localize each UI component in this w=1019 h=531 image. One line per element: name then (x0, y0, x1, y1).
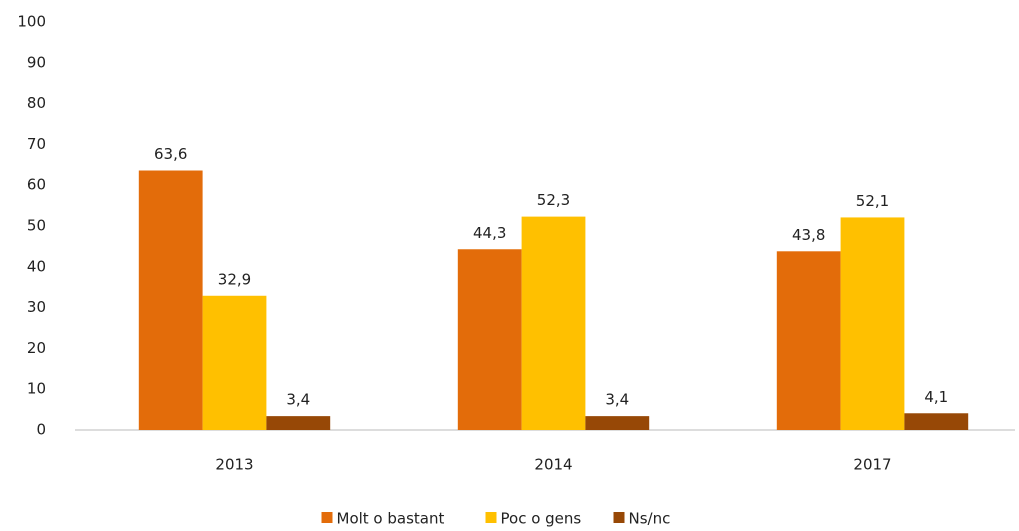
data-label: 52,3 (537, 191, 570, 209)
y-tick-label: 100 (17, 13, 46, 31)
legend-label: Ns/nc (629, 510, 671, 528)
y-tick-label: 60 (27, 176, 46, 194)
data-label: 52,1 (856, 192, 889, 210)
bar (904, 413, 969, 430)
x-tick-label: 2013 (215, 456, 253, 474)
y-tick-label: 90 (27, 53, 46, 71)
data-label: 44,3 (473, 224, 506, 242)
bar (585, 416, 650, 430)
x-tick-label: 2014 (534, 456, 572, 474)
y-tick-label: 50 (27, 217, 46, 235)
data-label: 63,6 (154, 145, 187, 163)
data-label: 43,8 (792, 226, 825, 244)
legend-swatch (485, 512, 497, 523)
bar (776, 251, 841, 430)
bar (457, 249, 522, 430)
y-tick-label: 20 (27, 339, 46, 357)
data-label: 4,1 (924, 388, 948, 406)
legend-label: Molt o bastant (337, 510, 445, 528)
legend-swatch (613, 512, 625, 523)
bar (202, 295, 267, 430)
x-tick-label: 2017 (853, 456, 891, 474)
legend-label: Poc o gens (501, 510, 582, 528)
bar (521, 216, 586, 430)
data-label: 3,4 (286, 391, 310, 409)
y-tick-label: 80 (27, 94, 46, 112)
y-tick-label: 70 (27, 135, 46, 153)
y-tick-label: 10 (27, 380, 46, 398)
bar (138, 170, 203, 430)
y-tick-label: 0 (36, 421, 46, 439)
data-label: 32,9 (218, 270, 251, 288)
y-tick-label: 40 (27, 257, 46, 275)
y-tick-label: 30 (27, 298, 46, 316)
bar (840, 217, 905, 430)
legend-swatch (321, 512, 333, 523)
data-label: 3,4 (605, 391, 629, 409)
bar (266, 416, 331, 430)
